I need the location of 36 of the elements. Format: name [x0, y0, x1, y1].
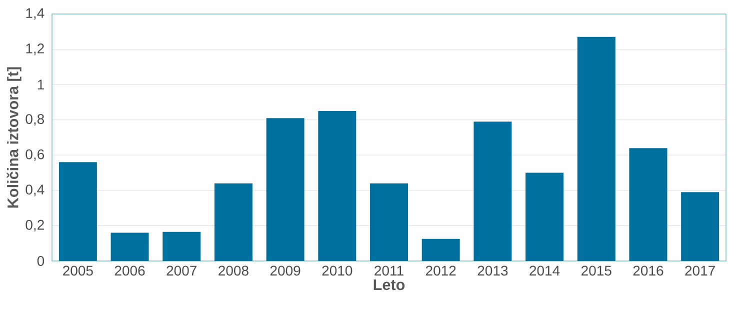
bar — [629, 148, 668, 261]
y-tick-label: 0 — [37, 256, 44, 266]
bar — [110, 232, 149, 261]
bar — [162, 232, 201, 261]
x-tick-label: 2014 — [530, 266, 560, 276]
bar — [422, 238, 460, 261]
x-tick-label: 2008 — [218, 266, 248, 276]
x-tick-label: 2006 — [114, 266, 145, 276]
y-tick-label: 0,6 — [26, 149, 44, 161]
bar — [526, 172, 564, 261]
bar — [58, 162, 97, 261]
x-tick-label: 2010 — [322, 266, 352, 276]
x-tick-label: 2013 — [478, 266, 508, 276]
y-axis-title: Količina iztovora [t] — [6, 67, 22, 208]
bar — [681, 192, 720, 261]
x-tick-label: 2017 — [685, 266, 715, 276]
bar — [577, 36, 616, 261]
y-tick-label: 1 — [38, 80, 44, 90]
x-tick-label: 2016 — [633, 266, 664, 276]
x-tick-label: 2009 — [270, 266, 300, 276]
y-tick-label: 1,2 — [26, 44, 44, 56]
x-tick-label: 2007 — [166, 266, 196, 276]
bar — [266, 118, 304, 261]
y-tick-label: 0,8 — [26, 114, 44, 126]
y-tick-label: 0,4 — [26, 184, 44, 196]
x-tick-label: 2015 — [582, 266, 612, 276]
bar — [214, 183, 252, 261]
y-tick-label: 0,2 — [26, 220, 44, 232]
bar — [318, 111, 356, 261]
x-axis-title: Leto — [374, 279, 405, 290]
bar — [474, 122, 512, 261]
x-tick-label: 2012 — [426, 266, 456, 276]
x-tick-label: 2005 — [63, 266, 93, 276]
x-tick-label: 2011 — [374, 266, 404, 276]
y-tick-label: 1,4 — [26, 8, 44, 20]
bar — [370, 183, 408, 261]
